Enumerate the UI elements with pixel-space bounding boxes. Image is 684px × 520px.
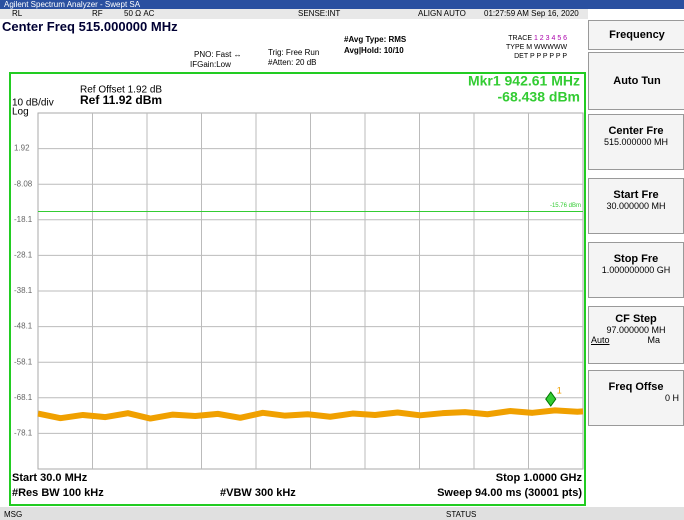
start-key[interactable]: Start Fre 30.000000 MH — [588, 178, 684, 234]
center-key-label: Center Fre — [608, 125, 664, 137]
cf-step-value: 97.000000 MH — [606, 325, 666, 335]
marker-freq: Mkr1 942.61 MHz — [468, 73, 580, 89]
msg: MSG — [4, 510, 23, 519]
plot-frame — [9, 72, 586, 506]
trace-label: TRACE — [508, 35, 533, 42]
cf-step-label: CF Step — [615, 313, 657, 325]
y-tick-label: -68.1 — [14, 393, 33, 402]
status-strip — [0, 9, 588, 19]
trig: Trig: Free Run — [268, 48, 320, 57]
stop-key[interactable]: Stop Fre 1.000000000 GH — [588, 242, 684, 298]
marker-id: 1 — [557, 385, 562, 395]
title-bar: Agilent Spectrum Analyzer - Swept SA — [0, 0, 684, 9]
y-tick-label: -48.1 — [14, 322, 33, 331]
sweep: Sweep 94.00 ms (30001 pts) — [437, 487, 582, 499]
cf-step-key[interactable]: CF Step 97.000000 MH Auto Ma — [588, 306, 684, 364]
marker — [545, 391, 557, 407]
trace-nums: 1 2 3 4 5 6 — [533, 35, 568, 42]
offset-key-label: Freq Offse — [608, 381, 664, 393]
marker-level: -68.438 dBm — [498, 89, 580, 105]
trace — [37, 407, 584, 422]
stop-key-label: Stop Fre — [613, 253, 659, 265]
center-key-value: 515.000000 MH — [603, 137, 669, 147]
y-tick-label: -78.1 — [14, 429, 33, 438]
start-key-label: Start Fre — [613, 189, 659, 201]
start: Start 30.0 MHz — [12, 472, 88, 484]
offset-key[interactable]: Freq Offse 0 H — [588, 370, 684, 426]
avg-hold: Avg|Hold: 10/10 — [344, 46, 404, 55]
stop: Stop 1.0000 GHz — [496, 472, 583, 484]
ifgain: IFGain:Low — [190, 60, 231, 69]
status: STATUS — [446, 510, 477, 519]
time: 01:27:59 AM Sep 16, 2020 — [484, 9, 579, 18]
auto-tune[interactable]: Auto Tun — [588, 52, 684, 110]
footer — [0, 507, 684, 520]
det-label: DET — [514, 53, 528, 60]
type-label: TYPE — [506, 44, 525, 51]
auto-option: Auto — [591, 335, 610, 345]
ref-level: Ref 11.92 dBm — [80, 93, 162, 107]
plot: 1.92 -8.08 -18.1 -28.1 -38.1 -48.1 -58.1 -68.1 -… — [9, 72, 586, 506]
y-tick-label: 1.92 — [14, 144, 30, 153]
center-key[interactable]: Center Fre 515.000000 MH — [588, 114, 684, 170]
trace-info: TRACE 1 2 3 4 5 6 TYPE M WWWWW DET P P P… — [506, 34, 567, 61]
rl: RL — [12, 9, 23, 18]
y-tick-label: -58.1 — [14, 357, 33, 366]
det-vals: P P P P P P — [529, 53, 568, 60]
y-tick-label: -28.1 — [14, 251, 33, 260]
rf: RF — [92, 9, 103, 18]
offset-key-value: 0 H — [664, 393, 679, 403]
sense: SENSE:INT — [298, 9, 341, 18]
man-option: Ma — [647, 335, 661, 345]
scale: 10 dB/div — [12, 98, 54, 109]
vbw: #VBW 300 kHz — [220, 487, 296, 499]
y-tick-label: -8.08 — [14, 179, 33, 188]
menu-title: Frequency — [588, 20, 684, 50]
atten: #Atten: 20 dB — [268, 58, 317, 67]
y-tick-label: -18.1 — [14, 215, 33, 224]
impedance: 50 Ω AC — [124, 9, 155, 18]
start-key-value: 30.000000 MH — [606, 201, 666, 211]
align: ALIGN AUTO — [418, 9, 466, 18]
pno: PNO: Fast ↔ — [194, 50, 242, 59]
type-vals: M WWWWW — [526, 44, 568, 51]
center-freq: Center Freq 515.000000 MHz — [2, 19, 178, 34]
stop-key-value: 1.000000000 GH — [601, 265, 671, 275]
log: Log — [12, 107, 29, 118]
y-tick-label: -38.1 — [14, 286, 33, 295]
ref-offset: Ref Offset 1.92 dB — [80, 85, 162, 96]
rbw: #Res BW 100 kHz — [12, 487, 104, 499]
avg-type: #Avg Type: RMS — [344, 35, 407, 44]
threshold-label: -15.76 dBm — [550, 203, 581, 209]
